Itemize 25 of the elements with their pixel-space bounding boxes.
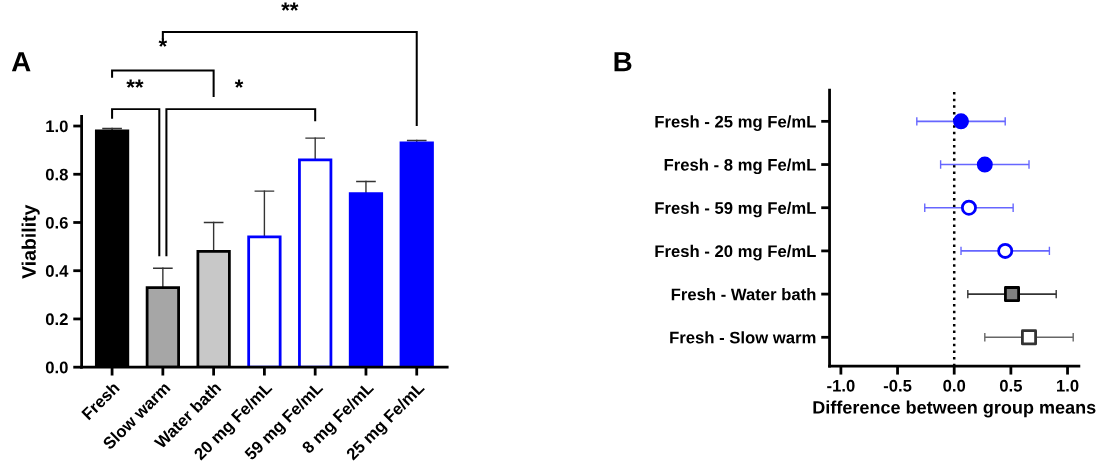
y-tick-label: Fresh - 8 mg Fe/mL: [664, 158, 816, 175]
y-tick-label: 0.2: [45, 313, 68, 326]
x-tick-label: -1.0: [827, 379, 855, 392]
x-axis-title: Difference between group means: [813, 400, 1096, 418]
y-tick-label: 0.0: [45, 361, 68, 374]
x-tick-label: -0.5: [883, 379, 912, 392]
y-tick-label: Fresh - Slow warm: [670, 331, 816, 344]
y-axis-title: Viability: [21, 204, 40, 279]
text: *: [234, 79, 244, 88]
text: **: [126, 79, 144, 88]
y-tick-label: 1.0: [46, 120, 68, 133]
x-tick-label: 0.0: [943, 379, 966, 392]
y-tick-label: Fresh - 20 mg Fe/mL: [655, 244, 816, 261]
y-tick-label: Fresh - 59 mg Fe/mL: [655, 201, 816, 218]
text: *: [158, 38, 168, 47]
chart-title: A: [11, 52, 31, 72]
chart-title: B: [614, 52, 632, 72]
text: **: [281, 2, 299, 11]
y-tick-label: 0.6: [45, 216, 68, 229]
y-tick-label: Fresh - 25 mg Fe/mL: [655, 115, 816, 131]
x-tick-label: 1.0: [1057, 379, 1079, 392]
y-tick-label: Fresh - Water bath: [671, 288, 816, 301]
y-tick-label: 0.8: [45, 168, 68, 181]
y-tick-label: 0.4: [45, 265, 69, 277]
x-tick-label: 0.5: [999, 379, 1022, 392]
